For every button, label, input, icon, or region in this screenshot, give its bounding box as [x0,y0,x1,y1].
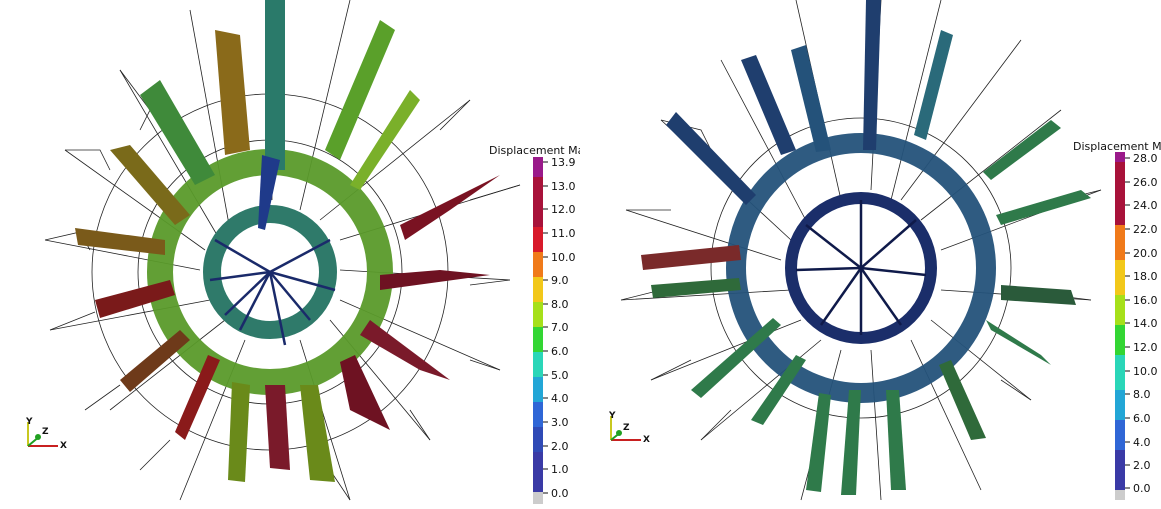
blades-left [75,0,500,482]
mesh-render-left: Y X Z Displacement Mag [25,0,580,504]
outer-ring-right [726,133,996,403]
colorbar-tick: 10.0 [1133,365,1158,378]
colorbar-tick: 8.0 [1133,388,1151,401]
colorbar-tick: 2.0 [551,440,569,453]
colorbar-tick: 6.0 [1133,412,1151,425]
axis-y-label: Y [25,417,33,427]
colorbar-tick: 12.0 [1133,341,1158,354]
colorbar-title: Displacement Mag [489,144,580,157]
colorbar-tick: 2.0 [1133,459,1151,472]
viewport-left[interactable]: Y X Z Displacement Mag [0,0,580,509]
colorbar-tick: 16.0 [1133,294,1158,307]
colorbar-tick: 11.0 [551,227,576,240]
colorbar-tick: 8.0 [551,298,569,311]
colorbar-right: Displacement Ma 28.0 26.0 [1073,140,1161,500]
colorbar-tick: 10.0 [551,251,576,264]
colorbar-tick: 9.0 [551,274,569,287]
spokes-right [795,200,927,335]
axis-z-label: Z [42,427,49,437]
colorbar-tick: 13.0 [551,180,576,193]
blades-right [641,0,1091,495]
colorbar-tick: 3.0 [551,416,569,429]
colorbar-tick: 4.0 [551,392,569,405]
colorbar-tick: 14.0 [1133,317,1158,330]
colorbar-tick: 0.0 [1133,482,1151,495]
spokes-left [209,238,336,346]
axes-triad-left: Y X Z [25,417,67,451]
colorbar-tick: 22.0 [1133,223,1158,236]
colorbar-tick: 18.0 [1133,270,1158,283]
colorbar-tick: 1.0 [551,463,569,476]
colorbar-tick: 7.0 [551,321,569,334]
colorbar-tick: 26.0 [1133,176,1158,189]
axis-x-label: X [60,441,67,451]
colorbar-tick: 0.0 [551,487,569,500]
colorbar-tick: 20.0 [1133,247,1158,260]
axis-x-label: X [643,435,650,445]
inner-ring-left [203,205,337,339]
colorbar-left: Displacement Mag [489,144,580,504]
colorbar-title: Displacement Ma [1073,140,1161,153]
viewport-right[interactable]: Y X Z Displacement Ma [581,0,1161,509]
axes-triad-right: Y X Z [608,411,650,445]
axis-y-label: Y [608,411,616,421]
colorbar-tick: 5.0 [551,369,569,382]
colorbar-max-label: 13.9 [551,156,576,169]
colorbar-tick: 6.0 [551,345,569,358]
colorbar-max-label: 28.0 [1133,152,1158,165]
colorbar-tick: 24.0 [1133,199,1158,212]
colorbar-tick: 12.0 [551,203,576,216]
colorbar-tick: 4.0 [1133,436,1151,449]
inner-ring-right [785,192,937,344]
axis-z-label: Z [623,423,630,433]
mesh-render-right: Y X Z Displacement Ma [608,0,1161,501]
